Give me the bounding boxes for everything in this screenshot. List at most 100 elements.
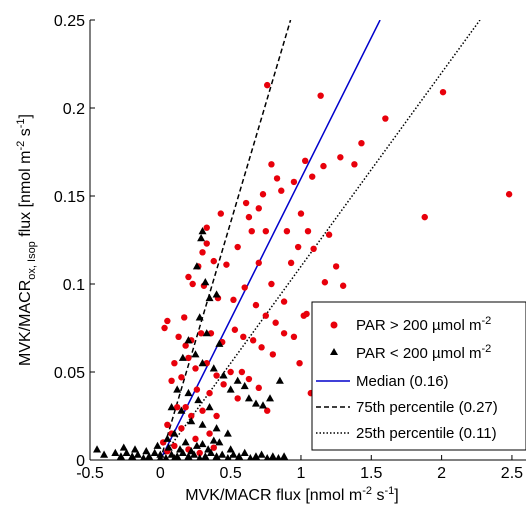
legend: PAR > 200 µmol m-2 PAR < 200 µmol m-2 Me… — [311, 301, 526, 451]
point-low-par — [233, 376, 242, 384]
point-low-par — [181, 438, 190, 446]
point-high-par — [255, 259, 262, 267]
point-high-par — [171, 442, 178, 450]
point-high-par — [304, 228, 312, 235]
point-low-par — [268, 452, 277, 460]
point-high-par — [268, 280, 275, 288]
point-high-par — [309, 173, 316, 180]
point-low-par — [224, 454, 232, 460]
y-tick-label: 0.25 — [54, 13, 85, 30]
point-high-par — [175, 333, 182, 340]
y-tick-label: 0.15 — [54, 189, 85, 206]
x-tick-label: 0 — [156, 465, 165, 482]
point-low-par — [100, 450, 109, 458]
data-points — [93, 81, 513, 460]
point-high-par — [206, 389, 213, 397]
point-high-par — [178, 374, 185, 381]
point-high-par — [164, 421, 171, 428]
point-low-par — [215, 339, 224, 347]
axes — [89, 20, 526, 461]
point-high-par — [234, 395, 241, 402]
point-high-par — [321, 279, 329, 286]
point-high-par — [332, 263, 340, 270]
point-low-par — [229, 450, 238, 458]
point-low-par — [170, 429, 179, 437]
point-high-par — [192, 365, 199, 372]
point-low-par — [142, 447, 151, 455]
point-high-par — [358, 140, 365, 147]
point-high-par — [337, 154, 344, 161]
point-low-par — [196, 454, 204, 460]
point-low-par — [206, 448, 215, 456]
point-low-par — [226, 445, 235, 453]
point-high-par — [320, 162, 327, 170]
point-high-par — [168, 377, 175, 384]
point-high-par — [199, 249, 206, 256]
point-low-par — [145, 452, 154, 460]
point-low-par — [171, 454, 178, 460]
x-tick-label: -0.5 — [76, 465, 104, 482]
point-low-par — [275, 376, 284, 384]
point-low-par — [163, 434, 172, 442]
x-tick-label: 0.5 — [220, 465, 242, 482]
point-high-par — [210, 444, 217, 451]
y-ticks: 0 0.05 0.1 0.15 0.2 0.25 — [54, 13, 95, 470]
point-high-par — [272, 319, 279, 326]
point-low-par — [184, 388, 193, 397]
point-high-par — [259, 191, 267, 198]
point-low-par — [209, 436, 218, 444]
y-axis-label: MVK/MACRox, Isop flux [nmol m-2 s-1] — [15, 114, 38, 366]
point-high-par — [294, 243, 302, 251]
point-high-par — [213, 412, 220, 420]
point-high-par — [262, 228, 270, 235]
point-high-par — [210, 257, 217, 265]
x-tick-label: 1.5 — [360, 465, 382, 482]
point-low-par — [205, 293, 214, 302]
x-ticks: -0.5 0 0.5 1 1.5 2 2.5 — [76, 455, 523, 482]
point-low-par — [187, 447, 196, 455]
point-high-par — [161, 324, 168, 332]
point-high-par — [287, 259, 295, 267]
point-low-par — [240, 381, 249, 390]
point-high-par — [339, 282, 347, 289]
point-low-par — [184, 336, 193, 344]
point-low-par — [202, 329, 211, 337]
point-high-par — [278, 187, 285, 194]
point-high-par — [290, 178, 298, 186]
point-high-par — [188, 412, 195, 420]
point-high-par — [421, 213, 428, 221]
point-low-par — [201, 278, 210, 286]
point-high-par — [181, 314, 188, 321]
x-tick-label: 2 — [437, 465, 446, 482]
point-high-par — [301, 157, 309, 164]
point-low-par — [131, 445, 140, 453]
point-high-par — [230, 296, 237, 304]
point-low-par — [176, 445, 185, 453]
point-low-par — [263, 454, 271, 460]
point-low-par — [178, 353, 187, 361]
point-high-par — [264, 81, 271, 89]
point-low-par — [191, 350, 200, 358]
point-low-par — [266, 394, 275, 402]
point-high-par — [351, 161, 358, 168]
point-high-par — [241, 284, 248, 291]
point-high-par — [303, 310, 310, 318]
point-high-par — [174, 404, 181, 411]
point-high-par — [439, 88, 447, 96]
point-low-par — [198, 359, 207, 367]
point-low-par — [251, 399, 260, 407]
point-high-par — [197, 330, 205, 337]
point-low-par — [162, 454, 170, 460]
line-75th-percentile — [159, 20, 292, 460]
point-low-par — [111, 448, 120, 456]
point-low-par — [198, 439, 207, 448]
point-high-par — [283, 228, 291, 235]
point-low-par — [116, 452, 125, 460]
point-high-par — [290, 333, 298, 340]
point-low-par — [209, 364, 218, 372]
point-high-par — [258, 344, 265, 351]
point-high-par — [220, 381, 227, 388]
point-high-par — [268, 161, 275, 168]
point-low-par — [177, 406, 186, 414]
